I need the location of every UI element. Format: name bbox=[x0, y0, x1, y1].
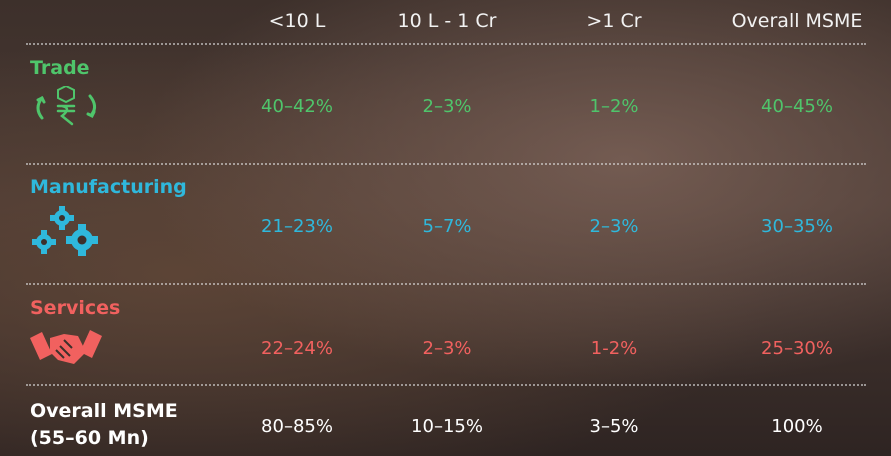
cell: 2–3% bbox=[422, 338, 471, 359]
column-header: 10 L - 1 Cr bbox=[398, 10, 497, 32]
divider bbox=[26, 43, 866, 45]
divider bbox=[26, 163, 866, 165]
column-header: <10 L bbox=[269, 10, 326, 32]
msme-table: <10 L 10 L - 1 Cr >1 Cr Overall MSME Tra… bbox=[0, 0, 891, 456]
cell: 30–35% bbox=[761, 216, 833, 237]
trade-icon bbox=[32, 86, 102, 126]
cell: 10–15% bbox=[411, 416, 483, 437]
cell: 2–3% bbox=[589, 216, 638, 237]
cell: 80–85% bbox=[261, 416, 333, 437]
cell: 25–30% bbox=[761, 338, 833, 359]
gears-icon bbox=[30, 206, 106, 256]
cell: 3–5% bbox=[589, 416, 638, 437]
column-header: >1 Cr bbox=[586, 10, 641, 32]
cell: 40–45% bbox=[761, 96, 833, 117]
row-label: Services bbox=[30, 297, 120, 319]
cell: 40–42% bbox=[261, 96, 333, 117]
cell: 22–24% bbox=[261, 338, 333, 359]
column-header: Overall MSME bbox=[732, 10, 863, 32]
row-sublabel: (55–60 Mn) bbox=[30, 427, 149, 449]
divider bbox=[26, 384, 866, 386]
row-label: Manufacturing bbox=[30, 176, 187, 198]
cell: 21–23% bbox=[261, 216, 333, 237]
cell: 100% bbox=[771, 416, 822, 437]
cell: 1-2% bbox=[591, 338, 638, 359]
row-label: Trade bbox=[30, 57, 90, 79]
divider bbox=[26, 283, 866, 285]
handshake-icon bbox=[30, 330, 106, 366]
cell: 1–2% bbox=[589, 96, 638, 117]
cell: 5–7% bbox=[422, 216, 471, 237]
row-label: Overall MSME bbox=[30, 400, 178, 422]
cell: 2–3% bbox=[422, 96, 471, 117]
